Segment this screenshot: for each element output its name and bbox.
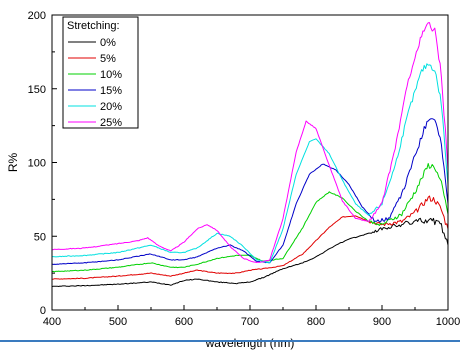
- x-tick-label: 600: [175, 316, 193, 328]
- series-line-1: [51, 195, 449, 280]
- legend-label: 5%: [100, 53, 116, 65]
- y-axis-label: R%: [6, 153, 20, 173]
- legend-label: 20%: [100, 101, 122, 113]
- tick-labels: 400 500 600 700 800 900 1000 0 50 100 150 200: [28, 10, 460, 328]
- x-tick-label: 700: [241, 316, 259, 328]
- x-tick-label: 1000: [436, 316, 460, 328]
- series-line-0: [51, 217, 449, 288]
- series-line-4: [52, 63, 449, 264]
- x-tick-label: 500: [109, 316, 127, 328]
- legend-label: 10%: [100, 69, 122, 81]
- legend-label: 25%: [100, 117, 122, 129]
- series-group: [51, 22, 449, 288]
- y-tick-label: 50: [34, 231, 46, 243]
- y-tick-label: 150: [28, 84, 46, 96]
- series-line-5: [51, 22, 449, 263]
- axis-ticks: [51, 14, 449, 311]
- y-tick-label: 200: [28, 10, 46, 22]
- x-axis-label: wavelength (nm): [205, 336, 295, 350]
- series-line-2: [51, 163, 449, 273]
- series-line-3: [51, 118, 449, 265]
- legend-items: 0% 5% 10% 15% 20% 25%: [68, 37, 122, 129]
- x-tick-label: 900: [373, 316, 391, 328]
- legend-label: 0%: [100, 37, 116, 49]
- legend-title: Stretching:: [67, 20, 120, 32]
- x-tick-label: 800: [307, 316, 325, 328]
- x-tick-label: 400: [43, 316, 61, 328]
- bottom-rule: [0, 340, 460, 342]
- y-tick-label: 100: [28, 158, 46, 170]
- legend: Stretching: 0% 5% 10% 15% 20% 25%: [62, 16, 139, 129]
- legend-label: 15%: [100, 85, 122, 97]
- y-tick-label: 0: [40, 305, 46, 317]
- legend-box: [62, 16, 139, 129]
